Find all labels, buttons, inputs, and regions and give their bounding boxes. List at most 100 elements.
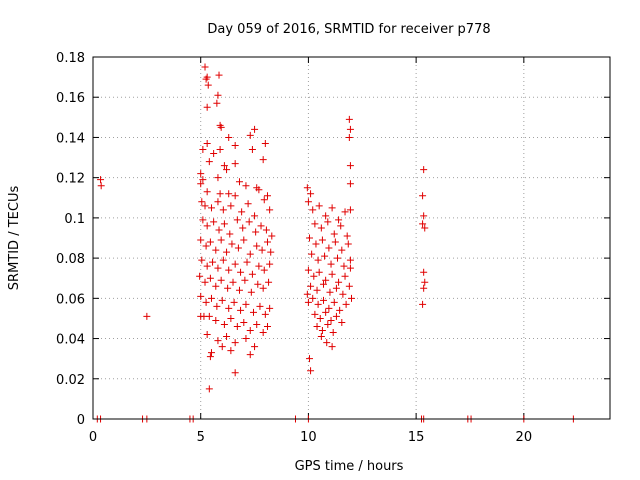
data-point xyxy=(319,280,327,288)
data-point xyxy=(212,316,220,324)
data-point xyxy=(207,294,215,302)
data-point xyxy=(214,337,222,345)
data-point xyxy=(420,166,428,174)
data-point xyxy=(253,320,261,328)
data-point xyxy=(262,226,270,234)
data-point xyxy=(256,302,264,310)
data-point xyxy=(248,146,256,154)
data-point xyxy=(263,322,271,330)
y-tick-label: 0.16 xyxy=(56,91,85,106)
data-point xyxy=(220,320,228,328)
data-point xyxy=(317,224,325,232)
data-point xyxy=(227,314,235,322)
data-point xyxy=(327,260,335,268)
data-point xyxy=(267,248,275,256)
data-point xyxy=(143,312,151,320)
y-axis-label: SRMTID / TECUs xyxy=(7,186,22,291)
data-point xyxy=(260,196,268,204)
data-point xyxy=(311,310,319,318)
data-point xyxy=(210,218,218,226)
data-point xyxy=(248,270,256,278)
data-point xyxy=(322,276,330,284)
data-point xyxy=(231,260,239,268)
y-tick-label: 0.08 xyxy=(56,252,85,267)
data-point xyxy=(263,192,271,200)
y-tick-label: 0 xyxy=(77,413,85,428)
data-point xyxy=(225,133,233,141)
data-point xyxy=(251,125,259,133)
data-point xyxy=(199,216,207,224)
data-point xyxy=(215,71,223,79)
data-point xyxy=(419,220,427,228)
grid xyxy=(93,57,610,419)
data-point xyxy=(203,188,211,196)
data-point xyxy=(199,146,207,154)
data-point xyxy=(421,224,429,232)
data-point xyxy=(215,226,223,234)
data-point xyxy=(345,115,353,123)
data-point xyxy=(309,294,317,302)
data-point xyxy=(326,288,334,296)
data-point xyxy=(266,304,274,312)
data-point xyxy=(304,298,312,306)
data-point xyxy=(197,180,205,188)
data-point xyxy=(253,242,261,250)
data-point xyxy=(346,180,354,188)
data-point xyxy=(235,286,243,294)
data-point xyxy=(214,91,222,99)
data-point xyxy=(199,176,207,184)
data-point xyxy=(309,206,317,214)
data-point xyxy=(202,242,210,250)
x-tick-label: 15 xyxy=(408,430,425,445)
data-point xyxy=(317,333,325,341)
data-point xyxy=(220,162,228,170)
data-point xyxy=(338,246,346,254)
data-point xyxy=(268,232,276,240)
data-point xyxy=(251,343,259,351)
data-point xyxy=(339,290,347,298)
data-point xyxy=(227,347,235,355)
data-point xyxy=(237,268,245,276)
data-point xyxy=(225,266,233,274)
data-point xyxy=(223,333,231,341)
data-point xyxy=(348,294,355,302)
data-point xyxy=(324,320,332,328)
data-point xyxy=(345,133,353,141)
data-point xyxy=(237,306,245,314)
plot-frame xyxy=(92,56,611,420)
data-point xyxy=(325,304,333,312)
data-point xyxy=(311,220,319,228)
data-point xyxy=(213,99,221,107)
data-point xyxy=(340,262,348,270)
data-point xyxy=(209,258,217,266)
data-point xyxy=(314,256,322,264)
data-point xyxy=(239,224,247,232)
data-point xyxy=(265,278,273,286)
data-point xyxy=(344,240,352,248)
data-point xyxy=(313,286,321,294)
data-point xyxy=(307,367,315,375)
data-point xyxy=(261,139,269,147)
data-point xyxy=(205,312,213,320)
data-point xyxy=(336,306,344,314)
data-point xyxy=(230,298,238,306)
data-point xyxy=(203,262,211,270)
data-point xyxy=(201,278,209,286)
data-point xyxy=(217,236,225,244)
data-point xyxy=(260,266,268,274)
data-point xyxy=(255,262,263,270)
data-point xyxy=(310,272,318,280)
data-point xyxy=(246,131,254,139)
data-point xyxy=(342,300,350,308)
data-point xyxy=(346,256,354,264)
data-point xyxy=(242,335,250,343)
data-point xyxy=(243,258,251,266)
data-point xyxy=(305,355,313,363)
data-point xyxy=(341,272,349,280)
data-point xyxy=(246,250,254,258)
data-point xyxy=(420,212,428,220)
data-point xyxy=(218,343,226,351)
data-point xyxy=(231,141,239,149)
data-point xyxy=(419,300,427,308)
